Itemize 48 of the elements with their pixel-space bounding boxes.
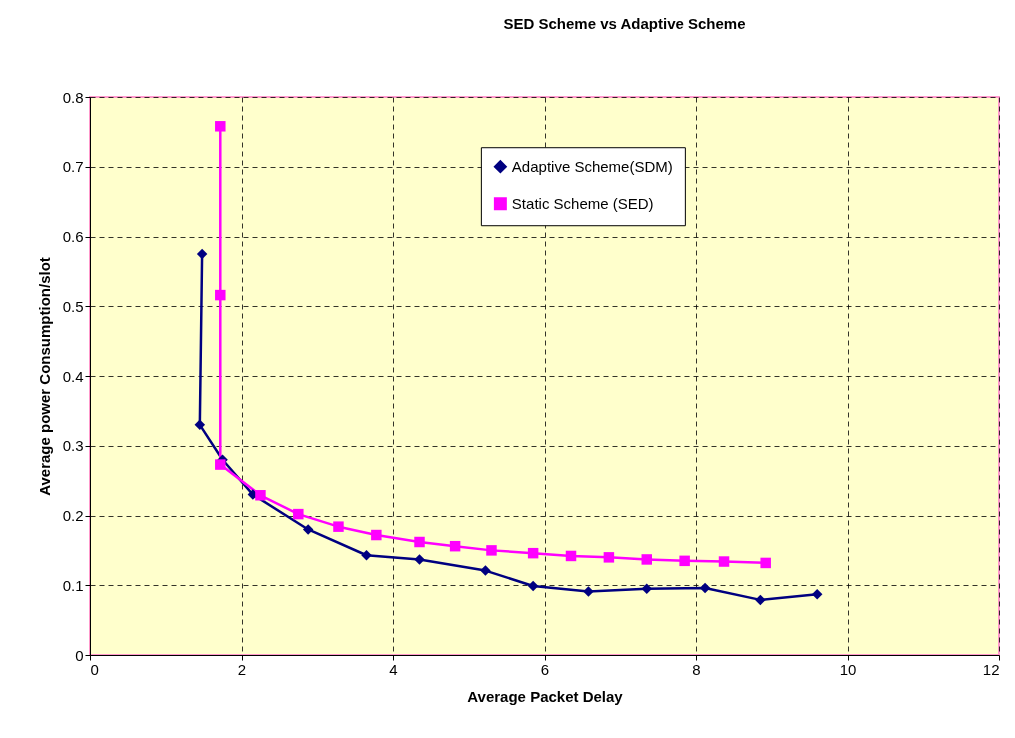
point (333, 521, 344, 532)
point (194, 419, 206, 431)
y-tick-label: 0.1 (62, 576, 84, 594)
point (480, 565, 491, 576)
x-tick-label: 12 (982, 660, 1000, 678)
point (811, 589, 823, 600)
point (755, 594, 766, 606)
point (215, 459, 226, 470)
y-tick-label: 0.7 (62, 158, 84, 176)
legend-label: Static Scheme (SED) (511, 194, 654, 212)
point (527, 580, 539, 592)
y-tick-label: 0.5 (62, 297, 84, 315)
y-tick-label: 0.6 (62, 228, 84, 245)
point (361, 550, 372, 561)
point (565, 550, 577, 562)
point (760, 557, 771, 569)
point (293, 508, 304, 520)
y-tick-label: 0.2 (62, 507, 84, 524)
y-tick-label: 0.8 (62, 88, 84, 106)
x-tick-label: 8 (692, 660, 701, 678)
point (718, 556, 730, 567)
point (255, 490, 266, 501)
point (641, 554, 653, 565)
y-axis-title: Average power Consumption/slot (35, 257, 53, 496)
x-tick-label: 2 (237, 660, 247, 678)
point (302, 524, 314, 535)
point (196, 248, 208, 260)
y-tick-label: 0.3 (62, 437, 84, 455)
x-axis-title: Average Packet Delay (467, 687, 624, 705)
point (527, 547, 539, 559)
x-tick-label: 6 (540, 660, 550, 678)
x-tick-label: 4 (389, 660, 398, 678)
point (215, 289, 226, 301)
point (371, 529, 382, 541)
x-tick-label: 10 (839, 660, 857, 678)
point (215, 121, 226, 132)
legend-label: Adaptive Scheme(SDM) (511, 157, 673, 175)
point (414, 536, 425, 548)
point (449, 540, 461, 552)
chart-title: SED Scheme vs Adaptive Scheme (503, 15, 746, 32)
point (414, 554, 425, 565)
x-tick-label: 0 (90, 660, 99, 678)
point (583, 586, 594, 597)
point (603, 552, 615, 563)
point (679, 555, 690, 567)
point (486, 545, 497, 556)
y-tick-label: 0.4 (62, 367, 84, 385)
y-tick-label: 0 (75, 646, 84, 664)
